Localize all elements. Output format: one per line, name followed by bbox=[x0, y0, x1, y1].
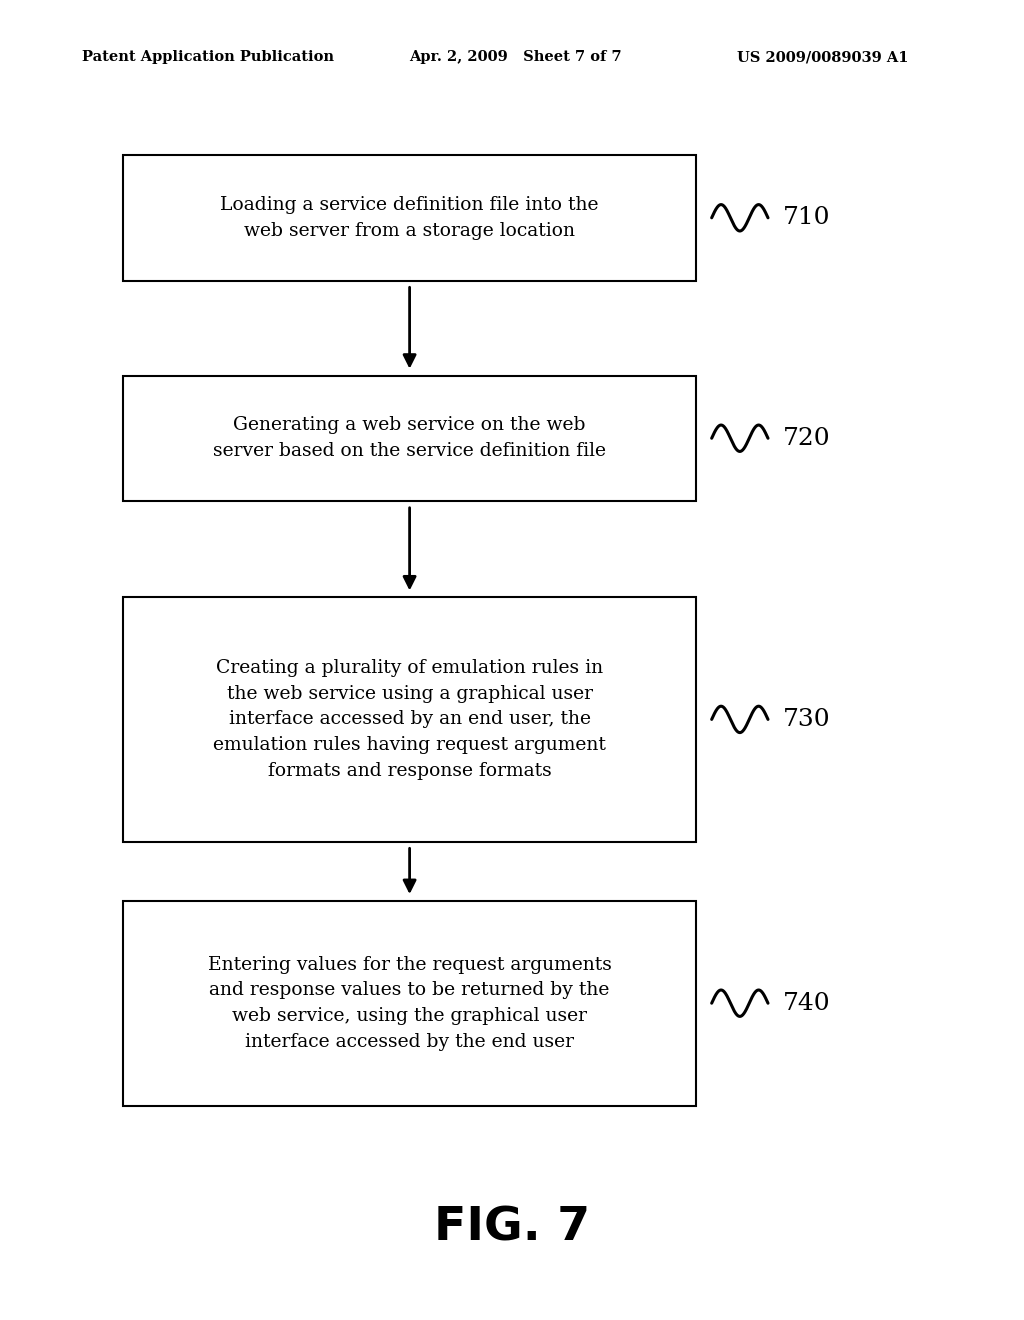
Bar bbox=[123, 597, 696, 842]
Text: Generating a web service on the web
server based on the service definition file: Generating a web service on the web serv… bbox=[213, 416, 606, 461]
Text: US 2009/0089039 A1: US 2009/0089039 A1 bbox=[737, 50, 908, 65]
Text: Apr. 2, 2009   Sheet 7 of 7: Apr. 2, 2009 Sheet 7 of 7 bbox=[410, 50, 623, 65]
Bar bbox=[123, 156, 696, 281]
Text: 710: 710 bbox=[783, 206, 830, 230]
Text: Patent Application Publication: Patent Application Publication bbox=[82, 50, 334, 65]
Text: Loading a service definition file into the
web server from a storage location: Loading a service definition file into t… bbox=[220, 195, 599, 240]
Bar bbox=[123, 375, 696, 500]
Text: Entering values for the request arguments
and response values to be returned by : Entering values for the request argument… bbox=[208, 956, 611, 1051]
Text: Creating a plurality of emulation rules in
the web service using a graphical use: Creating a plurality of emulation rules … bbox=[213, 659, 606, 780]
Bar bbox=[123, 900, 696, 1106]
Text: FIG. 7: FIG. 7 bbox=[434, 1205, 590, 1250]
Text: 730: 730 bbox=[783, 708, 831, 731]
Text: 720: 720 bbox=[783, 426, 831, 450]
Text: 740: 740 bbox=[783, 991, 831, 1015]
